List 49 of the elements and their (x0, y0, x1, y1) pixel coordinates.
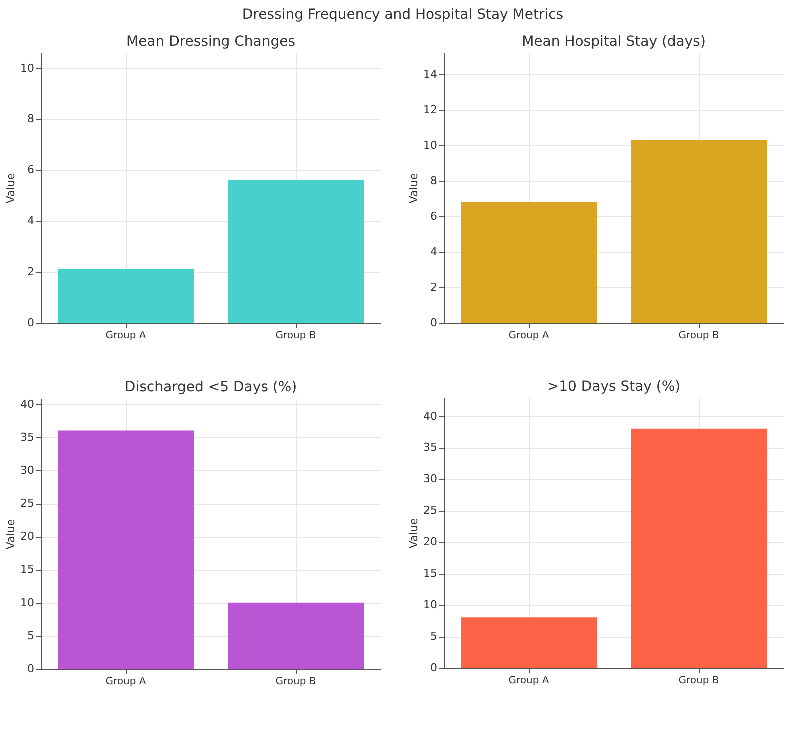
y-tick-label: 10 (424, 138, 438, 152)
y-tick-label: 14 (424, 68, 438, 81)
y-tick-label: 0 (28, 316, 34, 330)
y-tick-label: 0 (430, 662, 438, 674)
y-tick-label: 8 (430, 174, 438, 188)
y-tick-label: 5 (430, 630, 438, 644)
y-tick-label: 8 (28, 112, 34, 126)
y-axis-title: Value (4, 173, 18, 204)
y-tick-label: 10 (424, 598, 438, 612)
y-tick-label: 25 (424, 504, 438, 518)
y-axis-title: Value (408, 518, 421, 549)
x-tick-label: Group B (276, 330, 316, 342)
y-tick-label: 5 (28, 629, 34, 642)
chart-title: Mean Dressing Changes (126, 34, 296, 50)
x-tick-label: Group B (678, 676, 720, 686)
y-tick-label: 0 (28, 662, 34, 676)
x-tick-label: Group A (508, 330, 550, 342)
y-tick-label: 40 (20, 398, 34, 411)
y-tick-label: 35 (424, 441, 438, 454)
y-tick-label: 15 (424, 567, 438, 580)
y-tick-label: 2 (430, 280, 438, 294)
y-tick-label: 25 (20, 497, 34, 510)
y-tick-label: 4 (430, 245, 438, 258)
text: Dressing Frequency and Hospital Stay Metrics (241, 6, 565, 25)
y-tick-label: 35 (20, 430, 34, 444)
y-tick-label: 10 (20, 596, 34, 610)
y-tick-label: 12 (424, 103, 438, 116)
y-tick-label: 40 (424, 410, 438, 423)
y-tick-label: 20 (424, 536, 438, 549)
chart-title: >10 Days Stay (%) (547, 379, 681, 395)
y-tick-label: 2 (28, 266, 34, 279)
chart-title: Discharged <5 Days (%) (124, 379, 298, 396)
y-tick-label: 30 (424, 472, 438, 486)
y-tick-label: 6 (28, 164, 34, 177)
x-tick-label: Group A (106, 330, 146, 342)
chart-title: Mean Hospital Stay (days) (522, 34, 706, 50)
y-axis-title: Value (4, 519, 18, 550)
y-tick-label: 15 (20, 563, 34, 576)
y-tick-label: 0 (430, 316, 438, 330)
y-tick-label: 20 (20, 530, 34, 544)
x-tick-label: Group B (276, 676, 316, 688)
y-tick-label: 10 (20, 62, 34, 75)
x-tick-label: Group A (508, 676, 550, 686)
x-tick-label: Group A (106, 676, 146, 688)
y-tick-label: 4 (28, 214, 34, 228)
x-tick-label: Group B (678, 330, 720, 342)
y-tick-label: 6 (430, 210, 438, 223)
y-tick-label: 30 (20, 464, 34, 477)
y-axis-title: Value (408, 173, 421, 204)
